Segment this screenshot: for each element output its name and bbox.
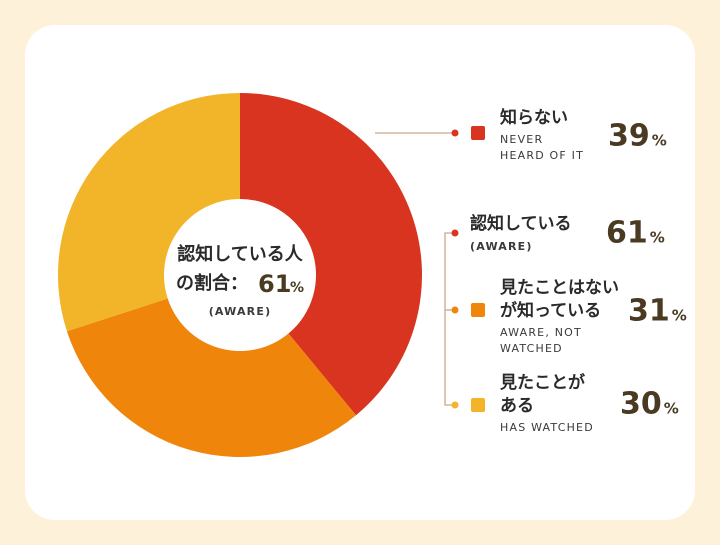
legend-sublabel: HEARD OF IT <box>500 149 584 162</box>
slice <box>66 298 357 457</box>
legend-sublabel: AWARE, NOT <box>500 326 582 339</box>
value-label: 30 <box>620 387 662 422</box>
summary-label: 認知している <box>470 213 572 234</box>
legend-dot <box>451 306 459 314</box>
legend-swatch <box>471 398 485 412</box>
value-unit: % <box>652 132 667 150</box>
center-label: 認知している人 <box>177 243 303 265</box>
center-sublabel: (AWARE) <box>209 305 272 318</box>
center-value: 61 <box>258 270 291 298</box>
slice <box>240 93 422 416</box>
legend-sublabel: NEVER <box>500 133 543 146</box>
summary-unit: % <box>650 229 665 247</box>
summary-dot <box>451 229 459 237</box>
legend-dot <box>451 129 459 137</box>
legend-swatch <box>471 126 485 140</box>
legend-swatch <box>471 303 485 317</box>
legend-label: 見たことはない <box>499 278 619 298</box>
value-unit: % <box>672 307 687 325</box>
value-label: 39 <box>608 119 650 154</box>
legend-label: 見たことが <box>499 372 585 393</box>
legend-dot <box>451 401 459 409</box>
legend-sublabel: HAS WATCHED <box>500 421 594 434</box>
value-label: 31 <box>628 294 670 329</box>
center-label: の割合： <box>176 272 248 294</box>
legend-sublabel: WATCHED <box>500 342 563 355</box>
legend-label: ある <box>500 396 534 416</box>
legend-label: が知っている <box>500 300 601 321</box>
slice <box>57 93 240 332</box>
center-unit: % <box>290 280 304 296</box>
summary-sublabel: (AWARE) <box>470 240 533 253</box>
value-unit: % <box>664 400 679 418</box>
summary-value: 61 <box>606 216 648 251</box>
legend-label: 知らない <box>499 107 568 128</box>
